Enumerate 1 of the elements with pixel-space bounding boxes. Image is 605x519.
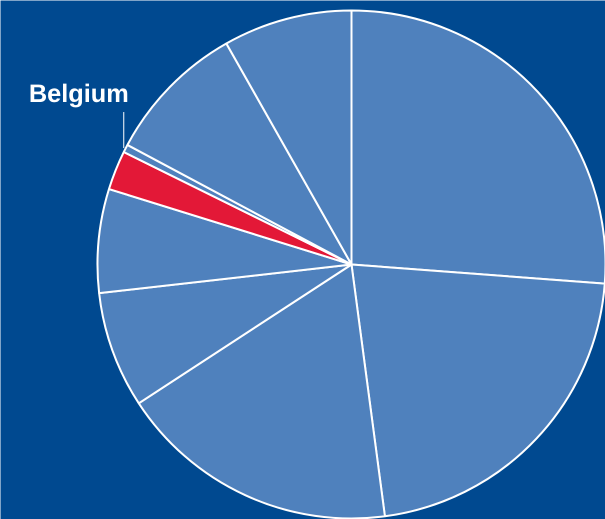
slice-label: Belgium [28,80,129,108]
